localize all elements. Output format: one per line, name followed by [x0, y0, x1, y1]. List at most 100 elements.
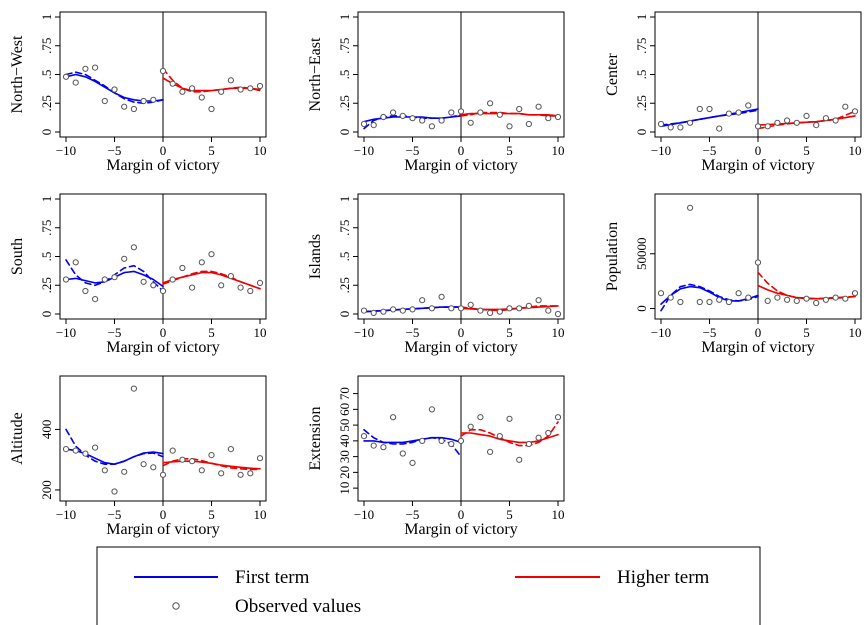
observed-point	[101, 97, 108, 105]
x-tick-label: −10	[56, 143, 76, 158]
legend-observed-label: Observed values	[235, 596, 361, 617]
observed-point	[121, 103, 128, 110]
y-tick-label: .5	[337, 252, 352, 262]
observed-point	[247, 85, 254, 92]
y-tick-label: 400	[39, 420, 54, 440]
observed-point	[150, 96, 157, 103]
observed-point	[247, 287, 254, 295]
observed-point	[764, 297, 771, 304]
observed-point	[516, 456, 523, 463]
observed-point	[516, 105, 523, 113]
x-tick-label: 10	[849, 143, 862, 158]
observed-point	[822, 296, 830, 303]
observed-point	[706, 105, 713, 113]
y-tick-label: 50000	[634, 238, 649, 271]
x-tick-label: 5	[506, 325, 513, 340]
x-tick-label: 10	[849, 325, 862, 340]
observed-point	[380, 444, 387, 451]
observed-point	[735, 290, 742, 297]
x-tick-label: −5	[108, 143, 122, 158]
x-tick-label: −5	[406, 325, 420, 340]
solid-fit-higher-term	[162, 271, 261, 290]
observed-point	[218, 88, 225, 95]
observed-point	[554, 414, 562, 421]
dashed-fit-first-term	[65, 428, 164, 465]
y-tick-label: 1	[39, 196, 54, 203]
y-tick-label: .75	[634, 38, 649, 54]
panel-4: −10 −5 0 5 10 0 .25 .5 .75 1 Margin of victory Sout…	[9, 193, 267, 356]
observed-point	[130, 385, 137, 392]
observed-point	[198, 94, 205, 101]
observed-point	[657, 120, 665, 128]
legend-first-term-label: First term	[235, 567, 310, 588]
observed-point	[111, 86, 118, 93]
observed-point	[208, 251, 215, 258]
observed-point	[428, 406, 435, 413]
observed-point	[764, 123, 771, 130]
observed-point	[525, 302, 533, 309]
x-tick-label: 10	[254, 507, 267, 522]
observed-point	[496, 111, 503, 118]
panel-3: −10 −5 0 5 10 0 .25 .5 .75 1 Margin of victory Cent…	[604, 11, 862, 174]
observed-point	[842, 103, 849, 110]
x-tick-label: 0	[458, 143, 465, 158]
observed-point	[545, 429, 552, 437]
dashed-fit-higher-term	[162, 458, 261, 471]
x-tick-label: −5	[703, 143, 717, 158]
y-tick-label: 40	[337, 434, 352, 447]
observed-point	[832, 117, 839, 124]
observed-point	[535, 103, 542, 110]
observed-point	[92, 64, 99, 71]
observed-point	[360, 307, 368, 314]
observed-point	[360, 433, 368, 440]
observed-point	[390, 414, 397, 421]
plot-area	[360, 406, 562, 466]
x-tick-label: 5	[506, 143, 513, 158]
observed-point	[467, 119, 474, 126]
solid-fit-first-term	[363, 436, 462, 444]
x-tick-label: −10	[354, 507, 374, 522]
observed-point	[525, 120, 533, 128]
observed-point	[140, 461, 147, 468]
observed-point	[179, 264, 186, 272]
y-tick-label: 0	[39, 129, 54, 136]
dashed-fit-higher-term	[162, 68, 261, 93]
y-tick-label: .75	[337, 38, 352, 54]
observed-point	[92, 444, 99, 451]
observed-point	[477, 109, 484, 116]
observed-point	[189, 458, 196, 465]
legend: First term Higher term Observed values	[96, 546, 761, 625]
x-tick-label: −5	[406, 507, 420, 522]
x-tick-label: −10	[651, 143, 671, 158]
observed-point	[516, 305, 523, 312]
dashed-fit-higher-term	[757, 110, 856, 130]
observed-point	[851, 108, 859, 115]
observed-point	[716, 125, 723, 132]
observed-point	[111, 488, 118, 495]
plot-area	[62, 244, 264, 303]
y-tick-label: 1	[634, 14, 649, 21]
y-tick-label: .5	[634, 70, 649, 80]
solid-fit-higher-term	[162, 460, 261, 470]
y-tick-label: .25	[337, 95, 352, 111]
observed-point	[169, 80, 176, 87]
x-tick-label: −10	[651, 325, 671, 340]
observed-point	[784, 296, 791, 303]
observed-point	[370, 122, 377, 129]
observed-point	[101, 276, 108, 283]
observed-point	[545, 307, 552, 314]
legend-observed-marker	[172, 602, 180, 610]
y-tick-label: .25	[337, 277, 352, 293]
x-tick-label: −5	[406, 143, 420, 158]
observed-point	[438, 117, 445, 124]
observed-point	[169, 276, 176, 283]
observed-point	[130, 105, 137, 113]
legend-higher-term-label: Higher term	[617, 567, 710, 588]
x-tick-label: 0	[160, 143, 167, 158]
observed-point	[667, 294, 674, 301]
observed-point	[82, 65, 89, 72]
observed-point	[82, 287, 89, 295]
observed-point	[169, 447, 176, 454]
x-tick-label: −10	[354, 325, 374, 340]
